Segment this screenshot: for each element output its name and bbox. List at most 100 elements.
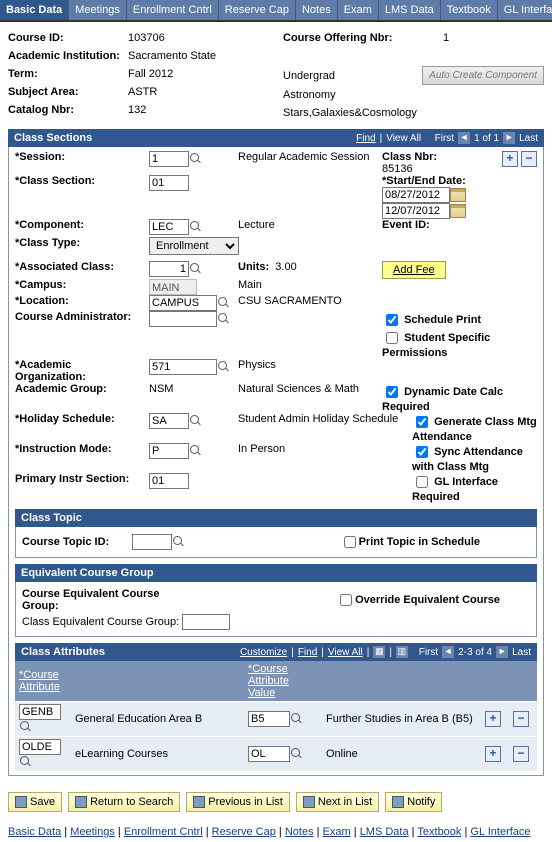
row-add-icon[interactable]: + [485,711,501,727]
tab-meetings[interactable]: Meetings [69,0,127,20]
attr-code-input[interactable] [19,704,61,720]
sync-checkbox[interactable] [416,446,428,458]
org-label: *Academic Organization: [15,359,145,383]
next-button[interactable]: Next in List [296,792,379,812]
last-label: Last [519,133,538,144]
lookup-icon[interactable] [217,312,231,326]
attr-code-input[interactable] [19,739,61,755]
lookup-icon[interactable] [189,152,203,166]
attrs-find-link[interactable]: Find [298,647,317,658]
prev-icon [193,796,205,808]
row-del-icon[interactable]: − [513,711,529,727]
student-perm-checkbox[interactable] [386,332,398,344]
link-exam[interactable]: Exam [323,826,351,838]
lookup-icon[interactable] [19,720,33,734]
lookup-icon[interactable] [189,414,203,428]
link-meetings[interactable]: Meetings [70,826,115,838]
component-input[interactable] [149,219,189,235]
lookup-icon[interactable] [189,262,203,276]
link-reserve-cap[interactable]: Reserve Cap [212,826,276,838]
gl-checkbox[interactable] [416,476,428,488]
section-input[interactable] [149,175,189,191]
prev-icon[interactable]: ◄ [458,132,470,144]
attr-val-input[interactable] [248,746,290,762]
override-equiv-checkbox[interactable] [340,594,352,606]
mode-label: *Instruction Mode: [15,443,145,473]
next-icon[interactable]: ► [503,132,515,144]
del-row-icon[interactable]: − [521,151,537,167]
location-input[interactable] [149,295,217,311]
link-gl[interactable]: GL Interface [470,826,530,838]
print-topic-checkbox[interactable] [344,536,356,548]
lookup-icon[interactable] [189,220,203,234]
org-input[interactable] [149,359,217,375]
tab-basic-data[interactable]: Basic Data [0,0,69,20]
attr-desc: eLearning Courses [75,748,168,760]
add-row-icon[interactable]: + [502,151,518,167]
prim-input[interactable] [149,473,189,489]
link-notes[interactable]: Notes [285,826,314,838]
class-topic-title: Class Topic [21,512,82,524]
attr-col-val[interactable]: *Course Attribute Value [244,661,322,702]
lookup-icon[interactable] [290,712,304,726]
lookup-icon[interactable] [189,444,203,458]
override-equiv-label: Override Equivalent Course [355,594,500,606]
calendar-icon[interactable] [450,204,466,218]
tab-gl-interface[interactable]: GL Interface [498,0,552,20]
viewall[interactable]: View All [386,133,421,144]
gen-checkbox[interactable] [416,416,428,428]
link-basic-data[interactable]: Basic Data [8,826,61,838]
schedule-print-checkbox[interactable] [386,314,398,326]
course-id: 103706 [128,32,165,44]
attr-val-input[interactable] [248,711,290,727]
topic-id-input[interactable] [132,534,172,550]
save-button[interactable]: Save [8,792,62,812]
attrs-viewall-link[interactable]: View All [328,647,363,658]
class-type-select[interactable]: Enrollment [149,237,239,255]
dates-label: *Start/End Date: [382,175,478,187]
equiv-bar: Equivalent Course Group [15,564,537,582]
row-add-icon[interactable]: + [485,746,501,762]
attrs-table: *Course Attribute *Course Attribute Valu… [15,661,537,771]
link-enrollment[interactable]: Enrollment Cntrl [124,826,203,838]
row-del-icon[interactable]: − [513,746,529,762]
dyn-checkbox[interactable] [386,386,398,398]
session-input[interactable] [149,151,189,167]
tab-textbook[interactable]: Textbook [441,0,498,20]
customize-link[interactable]: Customize [240,647,287,658]
calendar-icon[interactable] [450,188,466,202]
add-fee-button[interactable]: Add Fee [382,261,446,279]
prev-button[interactable]: Previous in List [186,792,290,812]
link-lms[interactable]: LMS Data [360,826,409,838]
attrs-bar: Class Attributes Customize | Find | View… [15,643,537,661]
table-row: eLearning Courses Online + − [15,737,537,772]
tab-lms-data[interactable]: LMS Data [379,0,441,20]
holiday-input[interactable] [149,413,189,429]
notify-button[interactable]: Notify [385,792,442,812]
end-date-input[interactable] [382,203,450,219]
lookup-icon[interactable] [19,755,33,769]
attr-col-code[interactable]: *Course Attribute [15,661,71,702]
tab-reserve-cap[interactable]: Reserve Cap [219,0,296,20]
tab-exam[interactable]: Exam [338,0,379,20]
session-label: *Session: [15,151,145,175]
lookup-icon[interactable] [217,360,231,374]
lookup-icon[interactable] [172,535,186,549]
start-date-input[interactable] [382,187,450,203]
find-link[interactable]: Find [356,133,375,144]
mode-input[interactable] [149,443,189,459]
lookup-icon[interactable] [217,296,231,310]
tab-notes[interactable]: Notes [296,0,338,20]
bottom-links: Basic Data | Meetings | Enrollment Cntrl… [0,822,552,842]
campus-desc: Main [238,279,378,295]
term-label: Term: [8,68,128,80]
link-textbook[interactable]: Textbook [417,826,461,838]
tab-enrollment-cntrl[interactable]: Enrollment Cntrl [127,0,219,20]
class-equiv-input[interactable] [182,614,230,630]
holiday-label: *Holiday Schedule: [15,413,145,443]
return-button[interactable]: Return to Search [68,792,180,812]
catalog-label: Catalog Nbr: [8,104,128,116]
assoc-input[interactable] [149,261,189,277]
admin-input[interactable] [149,311,217,327]
lookup-icon[interactable] [290,747,304,761]
